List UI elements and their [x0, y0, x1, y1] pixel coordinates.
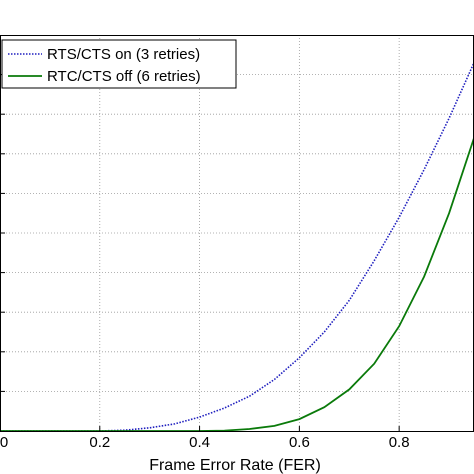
x-tick-label-3: 0.6 [289, 434, 310, 451]
x-tick-label-0: 0 [0, 434, 8, 451]
series-line-0 [0, 62, 474, 432]
series-lines [0, 62, 474, 432]
axis-ticks: 0 0.2 0.4 0.6 0.8 [0, 74, 410, 451]
x-tick-label-4: 0.8 [389, 434, 410, 451]
plot-frame [0, 35, 474, 432]
grid [0, 35, 474, 431]
legend: RTS/CTS on (3 retries) RTC/CTS off (6 re… [1, 39, 237, 89]
x-axis-title: Frame Error Rate (FER) [149, 457, 321, 474]
legend-box [1, 39, 237, 89]
series-line-1 [0, 137, 474, 432]
legend-label-rts-cts-on: RTS/CTS on (3 retries) [47, 46, 200, 63]
x-tick-label-2: 0.4 [189, 434, 210, 451]
legend-label-rtc-cts-off: RTC/CTS off (6 retries) [47, 68, 201, 85]
x-tick-label-1: 0.2 [89, 434, 110, 451]
